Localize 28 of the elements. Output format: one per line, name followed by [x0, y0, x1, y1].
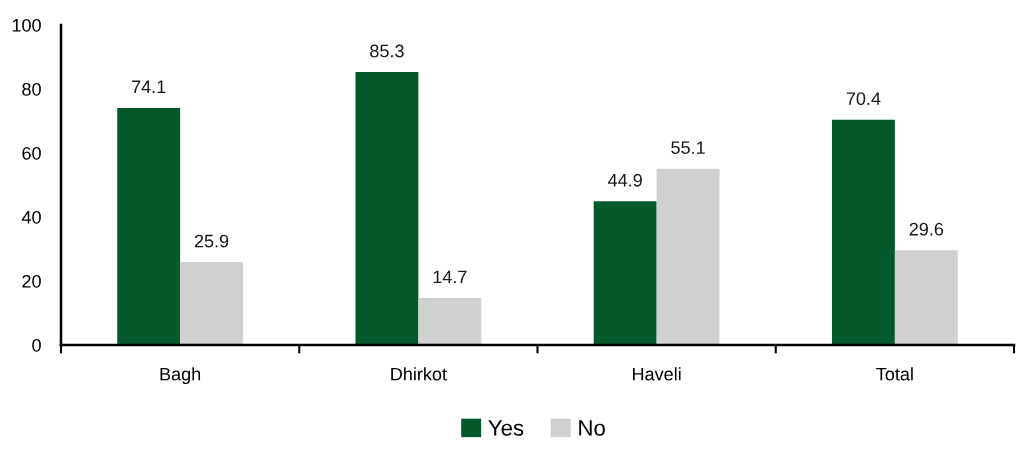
data-label: 74.1	[132, 80, 166, 94]
x-tick-label: Bagh	[160, 367, 201, 385]
x-tick-label: Haveli	[633, 367, 681, 381]
data-label: 70.4	[846, 92, 881, 106]
y-tick-label: 40	[21, 210, 41, 224]
data-label: 29.6	[909, 222, 944, 236]
y-tick-label: 100	[12, 18, 41, 32]
y-tick-label: 80	[22, 82, 41, 96]
bar	[593, 201, 657, 345]
y-tick-label: 0	[32, 338, 41, 352]
bar	[831, 119, 895, 345]
bar	[894, 250, 958, 345]
x-tick-label: Total	[876, 367, 913, 381]
data-label: 14.7	[433, 270, 467, 284]
x-tick-label: Dhirkot	[391, 367, 447, 381]
data-label: 25.9	[194, 234, 229, 248]
y-tick-label: 20	[22, 274, 41, 288]
bar	[180, 262, 244, 345]
legend-label: No	[579, 420, 605, 436]
data-label: 85.3	[370, 44, 404, 58]
data-label: 44.9	[608, 173, 642, 187]
bar	[355, 72, 419, 345]
data-label: 55.1	[671, 141, 705, 154]
bar	[656, 168, 720, 345]
y-tick-label: 60	[22, 146, 41, 160]
bar	[117, 107, 181, 345]
legend-label: Yes	[488, 420, 524, 436]
bar	[418, 297, 482, 345]
